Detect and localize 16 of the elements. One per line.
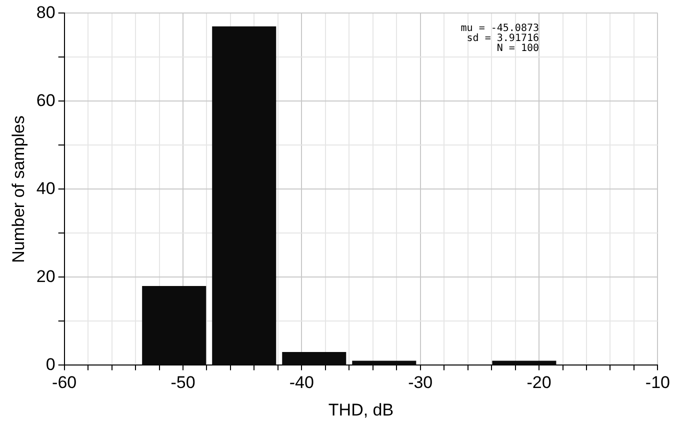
x-tick-label: -40 — [289, 373, 314, 392]
y-axis-title: Number of samples — [8, 116, 28, 263]
y-tick-label: 40 — [36, 178, 56, 198]
x-tick-label: -30 — [408, 373, 433, 392]
x-tick-label: -50 — [170, 373, 196, 392]
y-tick-label: 20 — [36, 266, 56, 286]
annotation: mu = -45.0873 — [460, 22, 540, 34]
y-tick-label: 0 — [46, 354, 56, 374]
x-tick-label: -60 — [52, 373, 77, 392]
annotation: sd = 3.91716 — [466, 32, 540, 44]
x-tick-label: -20 — [526, 373, 552, 392]
y-tick-label: 60 — [36, 90, 56, 110]
x-tick-label: -10 — [645, 373, 670, 392]
x-axis-title: THD, dB — [328, 400, 394, 420]
annotation: N = 100 — [496, 42, 540, 54]
y-tick-label: 80 — [36, 2, 56, 22]
